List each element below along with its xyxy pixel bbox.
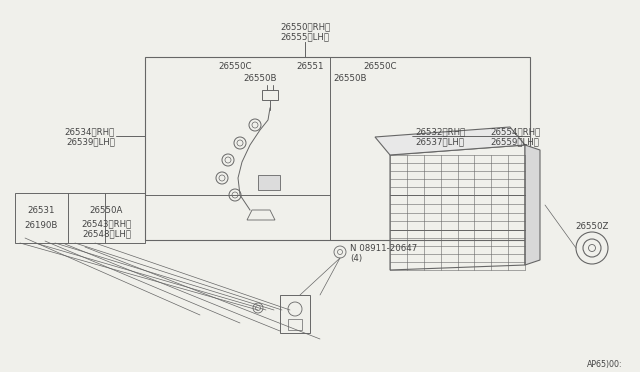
Bar — [280, 295, 310, 333]
Text: 26550C: 26550C — [218, 61, 252, 71]
Polygon shape — [375, 127, 525, 155]
Text: 26550C: 26550C — [364, 61, 397, 71]
Text: 26555〈LH〉: 26555〈LH〉 — [280, 32, 330, 42]
Text: 26550B: 26550B — [243, 74, 276, 83]
Bar — [145, 57, 530, 240]
Text: 26550〈RH〉: 26550〈RH〉 — [280, 22, 330, 32]
Polygon shape — [525, 145, 540, 265]
Text: 26548〈LH〉: 26548〈LH〉 — [82, 230, 131, 238]
Text: (4): (4) — [350, 253, 362, 263]
Text: AP65)00:: AP65)00: — [586, 359, 622, 369]
Text: 26554〈RH〉: 26554〈RH〉 — [490, 128, 540, 137]
Bar — [288, 319, 302, 330]
Text: 26550A: 26550A — [90, 205, 123, 215]
Text: 26534〈RH〉: 26534〈RH〉 — [65, 128, 115, 137]
Bar — [15, 193, 145, 243]
Text: 26532〈RH〉: 26532〈RH〉 — [415, 128, 465, 137]
Text: 26551: 26551 — [296, 61, 324, 71]
Text: 26550B: 26550B — [333, 74, 367, 83]
Text: 26537〈LH〉: 26537〈LH〉 — [415, 138, 464, 147]
Text: 26531: 26531 — [28, 205, 55, 215]
Text: 26190B: 26190B — [25, 221, 58, 230]
Text: 26539〈LH〉: 26539〈LH〉 — [66, 138, 115, 147]
Bar — [262, 90, 278, 100]
Text: 26559〈LH〉: 26559〈LH〉 — [490, 138, 539, 147]
Text: N 08911-20647: N 08911-20647 — [350, 244, 417, 253]
Text: 26543〈RH〉: 26543〈RH〉 — [81, 219, 132, 228]
Bar — [258, 175, 280, 190]
Text: 26550Z: 26550Z — [575, 221, 609, 231]
